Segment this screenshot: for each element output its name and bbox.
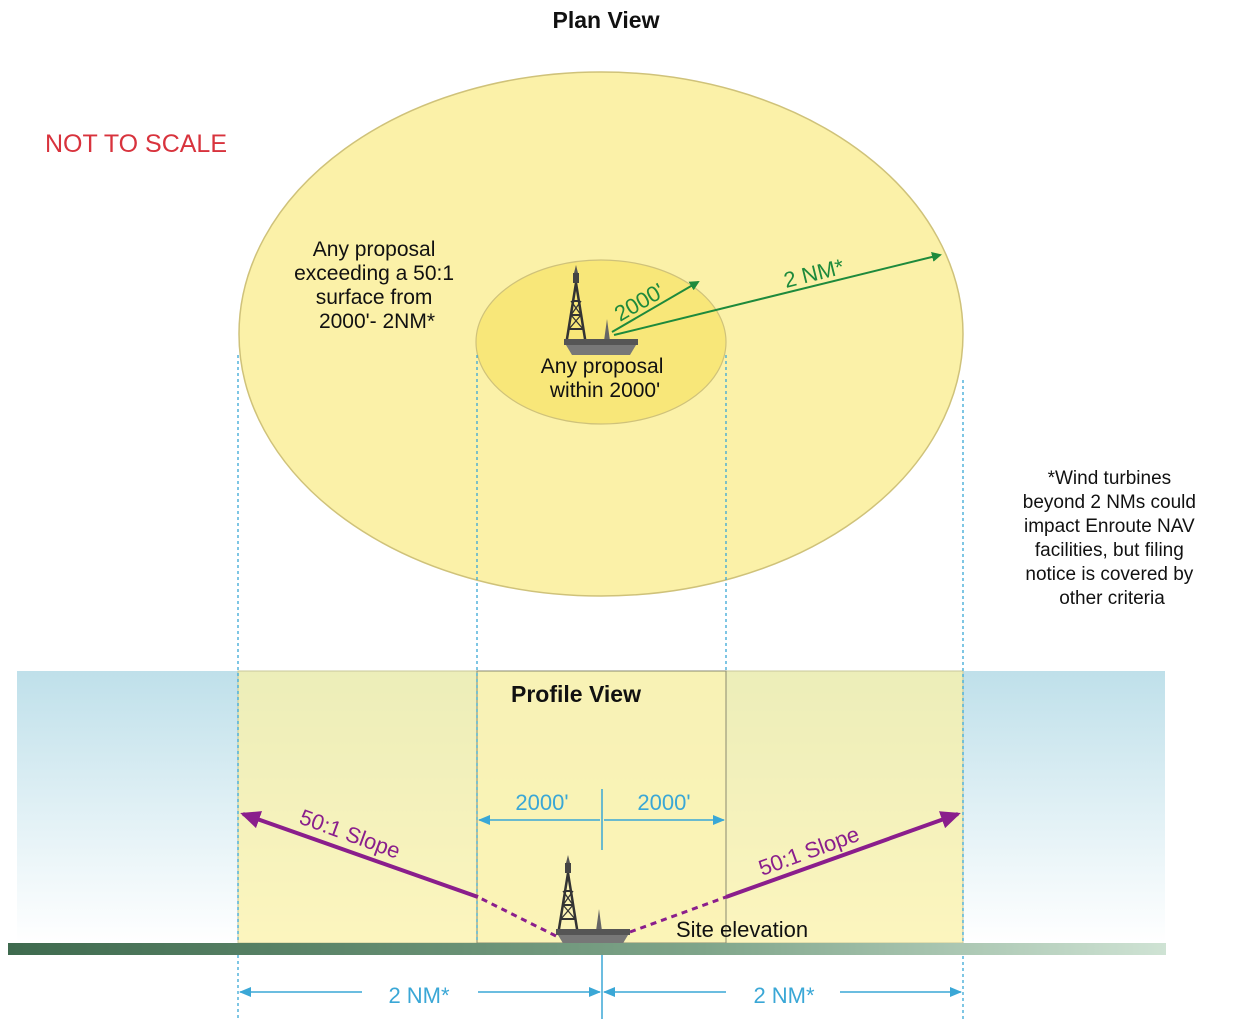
- left-slope-dashed: [477, 895, 557, 938]
- left-inner-dim-label: 2000': [515, 790, 568, 815]
- inner-zone-label: Any proposal within 2000': [541, 355, 669, 402]
- left-outer-dim-label: 2 NM*: [388, 983, 450, 1008]
- profile-view-title: Profile View: [511, 681, 641, 707]
- site-elevation-label: Site elevation: [676, 917, 808, 942]
- not-to-scale-note: NOT TO SCALE: [45, 130, 227, 158]
- plan-view-title: Plan View: [553, 7, 660, 33]
- ground-line: [8, 943, 1166, 955]
- wind-turbine-footnote: *Wind turbines beyond 2 NMs could impact…: [1023, 468, 1202, 609]
- outer-radius-arrow: [613, 252, 942, 336]
- outer-zone-label: Any proposal exceeding a 50:1 surface fr…: [294, 238, 460, 333]
- left-slope-arrow: [240, 811, 479, 899]
- right-inner-dim-label: 2000': [637, 790, 690, 815]
- right-slope-arrow: [725, 811, 961, 899]
- right-outer-dim-label: 2 NM*: [753, 983, 815, 1008]
- inner-radius-arrow: [611, 280, 700, 333]
- projection-lines: [237, 355, 964, 1019]
